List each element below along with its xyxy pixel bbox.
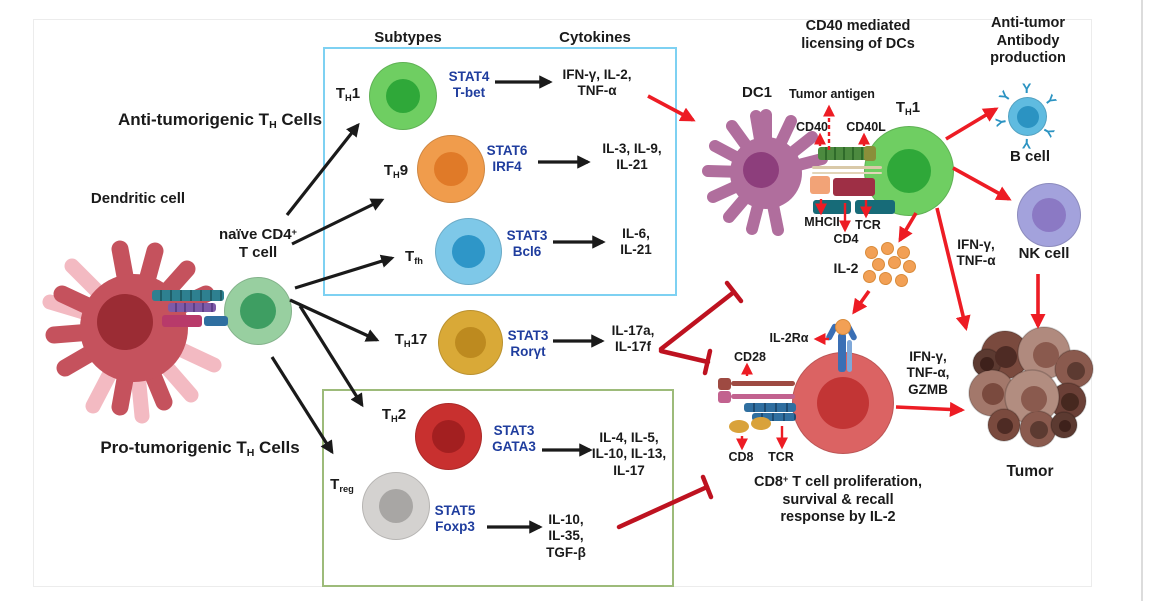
naive-cd4-tcell [224,277,292,345]
th17-cell [438,310,503,375]
th9-cell [417,135,485,203]
th1-label: TH1 [335,85,361,103]
th9-label: TH9 [383,162,409,180]
il2-receptor-stem [838,333,846,372]
il2-molecule [888,256,901,269]
tfh-transcription-factors: STAT3 Bcl6 [506,228,548,260]
cd40-cd40l-receptor [818,147,868,160]
naive-synapse-receptor [162,315,202,327]
dendritic-cell-label: Dendritic cell [90,190,186,207]
cd28-bar [731,394,795,399]
treg-cell [362,472,430,540]
dendritic-cell-illustration [42,240,222,424]
cd8-tcell [792,352,894,454]
tumor-label: Tumor [1006,463,1054,480]
cd4-receptor [855,200,895,214]
il2-molecule [879,272,892,285]
cd8-label: CD8 [728,450,754,464]
tcr-cd8-label: TCR [768,450,794,464]
cd40l-label: CD40L [846,120,886,134]
cd40-label: CD40 [796,120,828,134]
th2-transcription-factors: STAT3 GATA3 [492,423,536,455]
th1-transcription-factors: STAT4 T-bet [448,69,490,101]
treg-cytokines: IL-10, IL-35, TGF-β [546,512,586,560]
mhcii-receptor [810,176,830,194]
page-edge-line [1141,0,1143,601]
il2-molecule-bound [835,319,851,335]
il2ra-label: IL-2Rα [769,331,809,345]
cd40l-cap [864,146,876,161]
ifn-tnf-label: IFN-γ, TNF-α [956,237,996,269]
tcr-dc-label: TCR [855,218,881,232]
naive-synapse-receptor [168,303,216,312]
treg-transcription-factors: STAT5 Foxp3 [434,503,476,535]
cd8-coreceptor [729,420,749,433]
th17-label: TH17 [394,331,428,349]
il2-molecule [863,270,876,283]
il2-molecule [897,246,910,259]
th2-label: TH2 [381,406,407,424]
th1-effector-label: TH1 [895,99,921,117]
il2-molecule [881,242,894,255]
dendritic-nucleus [97,294,153,350]
cd28-cap [718,378,731,390]
cd8-proliferation-label: CD8+ T cell proliferation, survival & re… [753,473,923,526]
tumor-illustration [968,326,1094,448]
synapse-line [812,166,882,169]
il2-molecule [865,246,878,259]
cd28-cap [718,391,731,403]
tumor-antigen-label: Tumor antigen [789,87,875,101]
tfh-cell [435,218,502,285]
cd8-coreceptor [751,417,771,430]
cd4-label: CD4 [833,232,859,246]
anti-tumorigenic-heading: Anti-tumorigenic TH Cells [117,110,323,131]
tcr-bar [752,413,796,421]
il2-molecule [903,260,916,273]
dc1-nucleus [743,152,779,188]
nk-cell [1017,183,1081,247]
tfh-cytokines: IL-6, IL-21 [620,226,652,258]
th17-cytokines: IL-17a, IL-17f [611,323,655,355]
naive-cd4-label: naïve CD4+ T cell [219,226,297,262]
th9-cytokines: IL-3, IL-9, IL-21 [602,141,662,173]
tfh-label: Tfh [405,248,423,266]
synapse-line [812,172,882,174]
naive-synapse-receptor [204,316,228,326]
dc1-illustration [702,109,828,236]
dc1-label: DC1 [741,84,773,101]
tcr-bar [744,403,796,412]
cd4-receptor [813,200,851,214]
tcr-receptor [833,178,875,196]
treg-label: Treg [330,476,354,494]
naive-synapse-receptor [152,290,224,301]
cd40-licensing-heading: CD40 mediated licensing of DCs [801,18,915,52]
pro-tumorigenic-heading: Pro-tumorigenic TH Cells [100,438,300,459]
th2-cytokines: IL-4, IL-5, IL-10, IL-13, IL-17 [591,430,667,478]
mhcii-label: MHCII [804,215,840,229]
il2-receptor-stem2 [847,340,852,372]
b-cell [1008,97,1047,136]
subtypes-header: Subtypes [374,29,442,46]
antibody-production-heading: Anti-tumor Antibody production [990,15,1066,67]
th2-cell [415,403,482,470]
th1-cell [369,62,437,130]
nk-label: NK cell [1018,245,1070,262]
cytokines-header: Cytokines [559,29,631,46]
th1-cytokines: IFN-γ, IL-2, TNF-α [562,67,632,99]
il2-molecule [872,258,885,271]
cd28-bar [731,381,795,386]
cd28-label: CD28 [734,350,766,364]
effector-molecules-label: IFN-γ, TNF-α, GZMB [906,349,950,397]
th17-transcription-factors: STAT3 Rorγt [507,328,549,360]
bcell-label: B cell [1009,148,1051,165]
antibody-icon: Y [1022,80,1032,96]
tumor-nuclei [980,342,1085,439]
il2-molecule [895,274,908,287]
th9-transcription-factors: STAT6 IRF4 [486,143,528,175]
il2-label: IL-2 [833,260,859,276]
